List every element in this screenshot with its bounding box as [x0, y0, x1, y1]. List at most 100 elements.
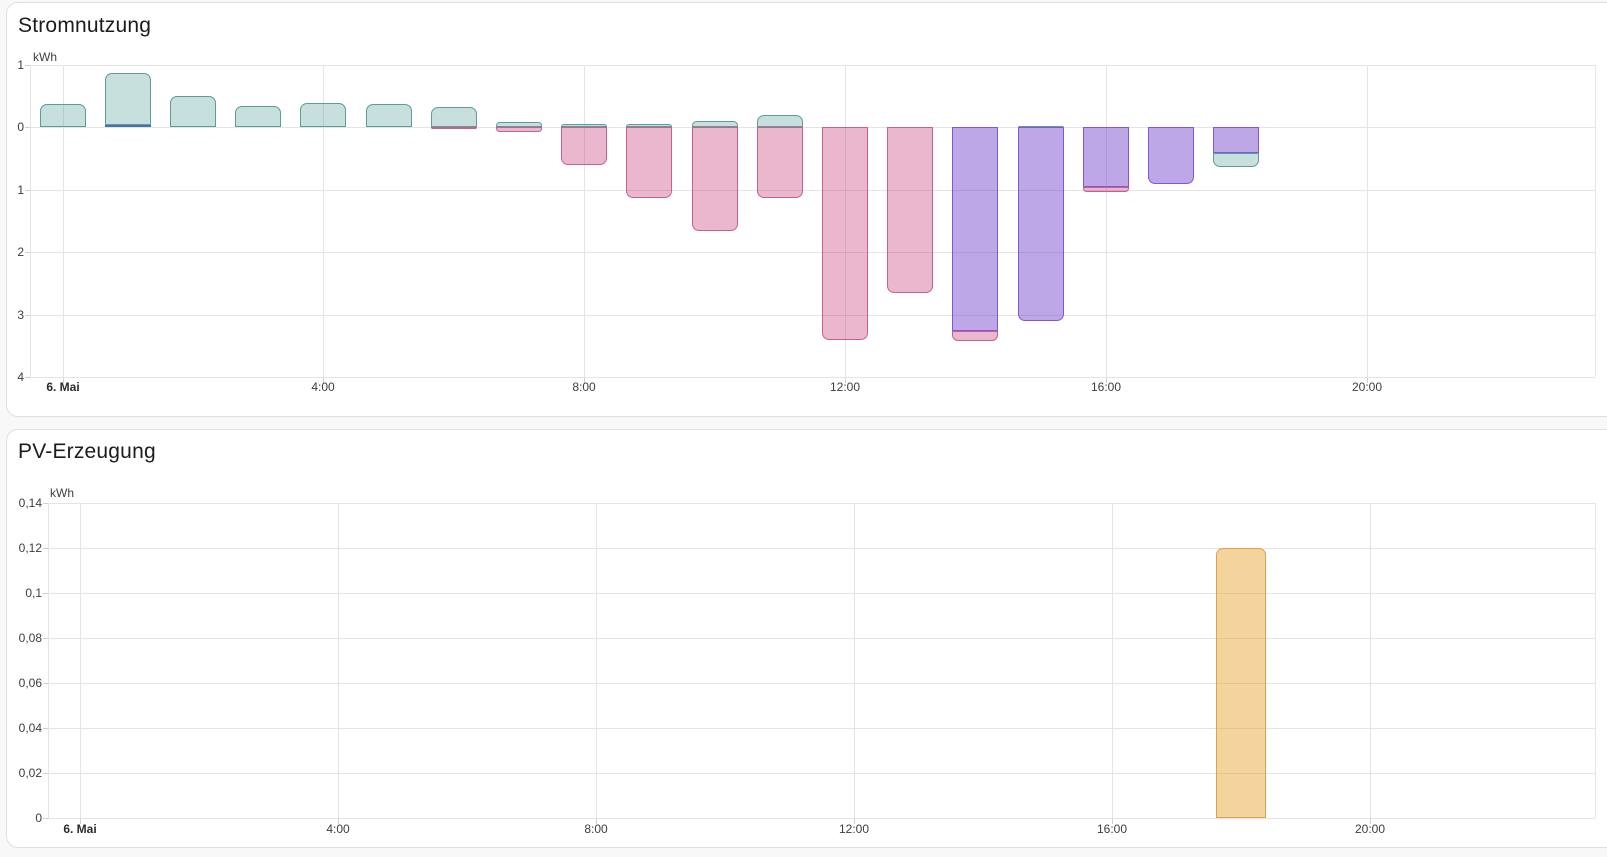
v-gridline [1367, 65, 1368, 377]
y-tick-mark [43, 638, 48, 639]
bar-hour-3-teal-segment[interactable] [235, 105, 282, 128]
v-gridline [845, 65, 846, 377]
bar-hour-10-teal-segment[interactable] [691, 120, 738, 128]
chart-title-pv-erzeugung: PV-Erzeugung [18, 440, 156, 463]
y-axis-label: 0,06 [18, 676, 42, 690]
y-axis-label: 0,14 [18, 496, 42, 510]
bar-hour-5-teal-segment[interactable] [365, 103, 412, 128]
plot-right-border [1595, 65, 1596, 377]
bar-hour-12-pink-segment[interactable] [821, 127, 868, 341]
y-tick-mark [43, 773, 48, 774]
x-tick-mark [80, 819, 81, 824]
x-axis-label: 12:00 [838, 822, 870, 836]
bar-hour-10-pink-segment[interactable] [691, 127, 738, 231]
y-axis-line [48, 503, 49, 818]
bar-hour-18-orange-segment[interactable] [1216, 548, 1266, 818]
bar-hour-18-purple-segment[interactable] [1213, 127, 1260, 153]
bar-hour-15-purple-segment[interactable] [1017, 127, 1064, 322]
x-axis-label: 6. Mai [46, 380, 80, 394]
y-tick-mark [25, 127, 30, 128]
x-tick-mark [1112, 819, 1113, 824]
y-axis-label: 0,02 [18, 766, 42, 780]
bar-hour-8-teal-segment[interactable] [561, 123, 608, 128]
y-axis-label: 3 [17, 308, 24, 322]
x-axis-label: 8:00 [584, 822, 608, 836]
y-tick-mark [25, 377, 30, 378]
bar-hour-14-pink-segment[interactable] [952, 331, 999, 342]
y-axis-label: 0,04 [18, 721, 42, 735]
y-axis-label: 0,08 [18, 631, 42, 645]
y-tick-mark [43, 683, 48, 684]
bar-hour-9-pink-segment[interactable] [626, 127, 673, 198]
y-axis-unit-label-stromnutzung: kWh [33, 50, 57, 64]
bar-hour-0-teal-segment[interactable] [39, 104, 86, 128]
bar-hour-18-teal-segment[interactable] [1213, 152, 1260, 167]
bar-hour-2-teal-segment[interactable] [169, 95, 216, 128]
x-axis-label: 12:00 [829, 380, 861, 394]
y-axis-label: 4 [17, 370, 24, 384]
bar-hour-1-teal-segment[interactable] [104, 73, 151, 125]
bar-hour-7-pink-segment[interactable] [495, 127, 542, 133]
v-gridline [63, 65, 64, 377]
v-gridline [80, 503, 81, 818]
bar-hour-11-teal-segment[interactable] [756, 114, 803, 128]
x-axis-label: 20:00 [1351, 380, 1383, 394]
y-tick-mark [25, 65, 30, 66]
bar-hour-6-teal-segment[interactable] [430, 106, 477, 128]
x-axis-label: 8:00 [572, 380, 596, 394]
bar-hour-16-purple-segment[interactable] [1082, 127, 1129, 187]
bar-hour-8-pink-segment[interactable] [561, 127, 608, 166]
bar-hour-17-purple-segment[interactable] [1147, 127, 1194, 185]
h-gridline [30, 252, 1595, 253]
x-tick-mark [1370, 819, 1371, 824]
x-tick-mark [63, 378, 64, 383]
bar-hour-7-teal-segment[interactable] [495, 122, 542, 128]
x-axis-label: 20:00 [1354, 822, 1386, 836]
h-gridline [48, 728, 1595, 729]
y-axis-label: 1 [17, 183, 24, 197]
y-tick-mark [43, 593, 48, 594]
bar-hour-9-teal-segment[interactable] [626, 123, 673, 128]
y-tick-mark [25, 190, 30, 191]
h-gridline [30, 65, 1595, 66]
x-axis-label: 16:00 [1090, 380, 1122, 394]
v-gridline [1112, 503, 1113, 818]
x-tick-mark [1367, 378, 1368, 383]
bar-hour-11-pink-segment[interactable] [756, 127, 803, 198]
h-gridline [30, 190, 1595, 191]
x-tick-mark [596, 819, 597, 824]
chart-title-stromnutzung: Stromnutzung [18, 14, 152, 37]
plot-right-border [1595, 503, 1596, 818]
x-axis-label: 4:00 [311, 380, 335, 394]
v-gridline [854, 503, 855, 818]
y-tick-mark [43, 728, 48, 729]
x-tick-mark [1106, 378, 1107, 383]
y-axis-label: 0 [35, 811, 42, 825]
x-axis-label: 16:00 [1096, 822, 1128, 836]
v-gridline [1106, 65, 1107, 377]
x-axis-label: 6. Mai [63, 822, 97, 836]
bar-hour-14-purple-segment[interactable] [952, 127, 999, 332]
card-stromnutzung [6, 2, 1607, 417]
y-tick-mark [43, 503, 48, 504]
v-gridline [1370, 503, 1371, 818]
y-tick-mark [43, 818, 48, 819]
y-axis-label: 2 [17, 245, 24, 259]
bar-hour-13-pink-segment[interactable] [887, 127, 934, 294]
y-axis-line [30, 65, 31, 377]
h-gridline [30, 127, 1595, 128]
y-axis-label: 0,12 [18, 541, 42, 555]
h-gridline [48, 818, 1595, 819]
h-gridline [48, 503, 1595, 504]
bar-hour-1-blue-segment[interactable] [104, 124, 151, 128]
x-tick-mark [584, 378, 585, 383]
x-tick-mark [338, 819, 339, 824]
y-axis-unit-label-pv: kWh [50, 486, 74, 500]
bar-hour-6-pink-segment[interactable] [430, 127, 477, 130]
v-gridline [596, 503, 597, 818]
x-tick-mark [854, 819, 855, 824]
bar-hour-16-pink-segment[interactable] [1082, 186, 1129, 192]
x-tick-mark [845, 378, 846, 383]
bar-hour-4-teal-segment[interactable] [300, 103, 347, 128]
